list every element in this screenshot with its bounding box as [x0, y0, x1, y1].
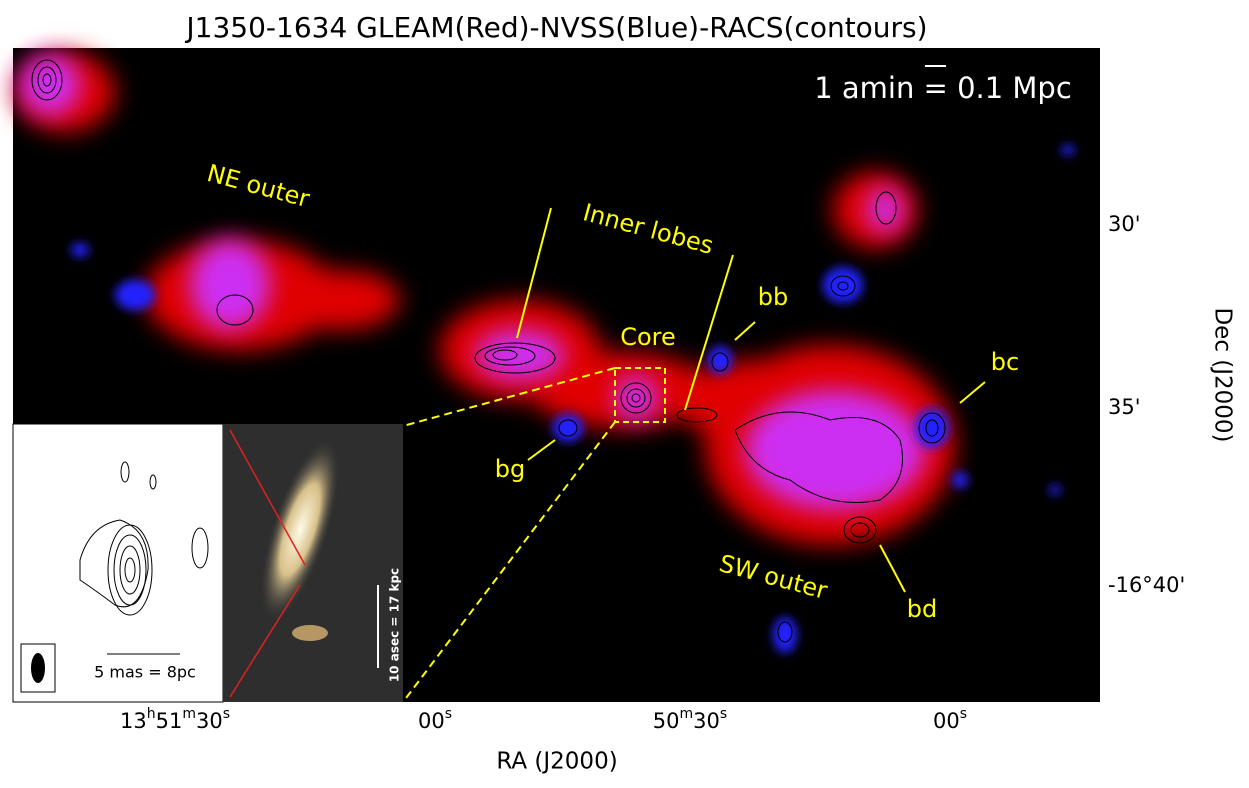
x-axis-label: RA (J2000) — [496, 749, 617, 775]
y-axis-label: Dec (J2000) — [1210, 307, 1236, 442]
tick-unit: h — [147, 706, 156, 722]
tick-number: 13 — [120, 709, 147, 733]
radio-image: 1 amin = 0.1 Mpc NE outer Inner lobes Co… — [13, 48, 1100, 703]
tick-number: 00 — [418, 709, 445, 733]
tick-unit: s — [223, 706, 230, 722]
title: J1350-1634 GLEAM(Red)-NVSS(Blue)-RACS(co… — [184, 11, 927, 44]
label: bg — [495, 455, 525, 483]
optical-inset: 10 asec = 17 kpc — [223, 424, 403, 702]
inset-label: 10 asec = 17 kpc — [388, 568, 402, 682]
tick-unit: m — [680, 706, 694, 722]
x-tick-label: 50m30s — [653, 706, 727, 733]
tick-number: 50 — [653, 709, 680, 733]
scale-label: 1 amin = 0.1 Mpc — [814, 71, 1072, 105]
tick-unit: s — [720, 706, 727, 722]
x-tick-label: 13h51m30s — [120, 706, 230, 733]
tick-unit: s — [960, 706, 967, 722]
x-tick-label: 00s — [933, 706, 967, 733]
x-ticks: 13h51m30s 00s 50m30s 00s — [120, 706, 967, 733]
tick-number: 00 — [933, 709, 960, 733]
inset-label: 5 mas = 8pc — [94, 663, 196, 682]
tick-unit: s — [445, 706, 452, 722]
label: bd — [907, 595, 937, 623]
label: Core — [620, 323, 676, 351]
tick-number: 30 — [693, 709, 720, 733]
tick-number: 51 — [156, 709, 183, 733]
vlbi-inset: 5 mas = 8pc — [12, 423, 224, 703]
label: bb — [758, 283, 788, 311]
tick-number: 30 — [196, 709, 223, 733]
x-tick-label: 00s — [418, 706, 452, 733]
y-tick-label: -16°40' — [1108, 573, 1185, 597]
tick-unit: m — [182, 706, 196, 722]
y-tick-label: 30' — [1108, 212, 1141, 236]
y-tick-label: 35' — [1108, 395, 1141, 419]
label: bc — [991, 348, 1019, 376]
